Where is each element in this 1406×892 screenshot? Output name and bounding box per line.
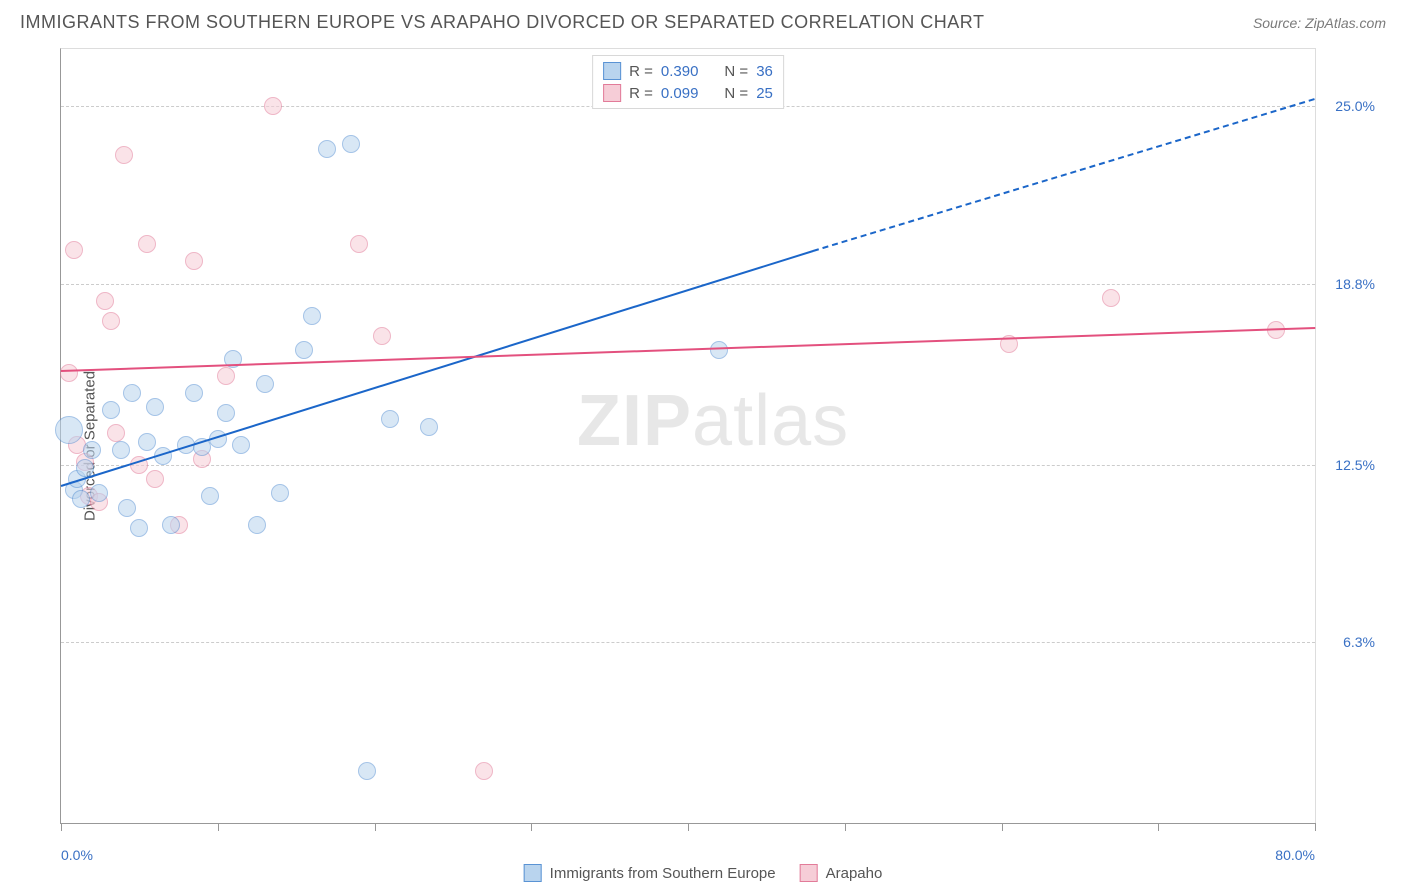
x-max-label: 80.0% [1275,847,1315,863]
data-point [83,441,101,459]
data-point [138,235,156,253]
r-label: R = [629,63,653,80]
swatch-icon [800,864,818,882]
legend-label-1: Immigrants from Southern Europe [550,865,776,882]
data-point [130,519,148,537]
data-point [232,436,250,454]
series-legend: Immigrants from Southern Europe Arapaho [524,864,883,882]
data-point [60,364,78,382]
data-point [107,424,125,442]
y-tick-label: 25.0% [1335,98,1375,114]
x-tick [531,823,532,831]
data-point [264,97,282,115]
x-tick [61,823,62,831]
data-point [146,398,164,416]
legend-item-2: Arapaho [800,864,883,882]
swatch-series-1 [603,62,621,80]
data-point [55,416,83,444]
data-point [342,135,360,153]
data-point [138,433,156,451]
n-label: N = [724,63,748,80]
data-point [146,470,164,488]
data-point [217,404,235,422]
data-point [350,235,368,253]
x-tick [375,823,376,831]
r-value-1: 0.390 [661,63,699,80]
data-point [112,441,130,459]
data-point [185,384,203,402]
chart-area: Divorced or Separated ZIPatlas R = 0.390… [50,48,1386,844]
data-point [123,384,141,402]
data-point [162,516,180,534]
data-point [318,140,336,158]
r-value-2: 0.099 [661,85,699,102]
x-tick [845,823,846,831]
x-tick [1315,823,1316,831]
y-tick-label: 12.5% [1335,457,1375,473]
data-point [710,341,728,359]
n-value-2: 25 [756,85,773,102]
data-point [256,375,274,393]
gridline [61,465,1315,466]
x-min-label: 0.0% [61,847,93,863]
data-point [185,252,203,270]
data-point [90,484,108,502]
data-point [295,341,313,359]
swatch-icon [524,864,542,882]
data-point [76,459,94,477]
swatch-series-2 [603,84,621,102]
correlation-legend: R = 0.390 N = 36 R = 0.099 N = 25 [592,55,784,109]
data-point [475,762,493,780]
gridline [61,642,1315,643]
data-point [118,499,136,517]
source-citation: Source: ZipAtlas.com [1253,15,1386,31]
chart-header: IMMIGRANTS FROM SOUTHERN EUROPE VS ARAPA… [0,0,1406,41]
trendline [61,250,814,487]
legend-label-2: Arapaho [826,865,883,882]
x-tick [688,823,689,831]
data-point [201,487,219,505]
r-label: R = [629,85,653,102]
data-point [115,146,133,164]
data-point [96,292,114,310]
data-point [420,418,438,436]
x-tick [1002,823,1003,831]
trendline [61,327,1315,372]
data-point [358,762,376,780]
x-tick [1158,823,1159,831]
legend-item-1: Immigrants from Southern Europe [524,864,776,882]
data-point [1102,289,1120,307]
gridline [61,284,1315,285]
watermark-bold: ZIP [577,381,692,461]
data-point [65,241,83,259]
n-label: N = [724,85,748,102]
data-point [271,484,289,502]
data-point [381,410,399,428]
legend-row-2: R = 0.099 N = 25 [603,82,773,104]
data-point [217,367,235,385]
x-tick [218,823,219,831]
data-point [72,490,90,508]
data-point [102,312,120,330]
watermark: ZIPatlas [577,380,849,462]
chart-title: IMMIGRANTS FROM SOUTHERN EUROPE VS ARAPA… [20,12,984,33]
data-point [373,327,391,345]
data-point [102,401,120,419]
y-tick-label: 6.3% [1343,634,1375,650]
legend-row-1: R = 0.390 N = 36 [603,60,773,82]
n-value-1: 36 [756,63,773,80]
data-point [248,516,266,534]
y-tick-label: 18.8% [1335,276,1375,292]
data-point [303,307,321,325]
trendline-extrapolated [813,98,1315,252]
watermark-light: atlas [692,381,849,461]
plot-area: ZIPatlas R = 0.390 N = 36 R = 0.099 N = … [60,48,1316,824]
